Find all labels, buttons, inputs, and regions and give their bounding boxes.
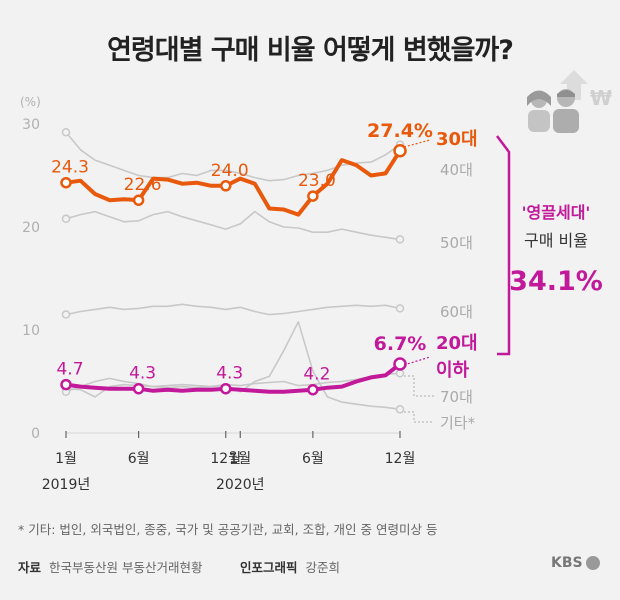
series-line-70대 [65,372,401,398]
x-tick-label: 1월 [55,451,77,467]
series-line-20대-이하 [65,362,402,394]
data-point-20대-이하 [393,357,407,371]
data-point-30대 [393,144,407,158]
year-label: 2019년 [42,477,91,493]
data-label: 27.4% [367,120,433,142]
leader-line [404,375,434,397]
x-tick-label: 6월 [302,451,324,467]
data-label: 24.3 [51,158,89,178]
footnote: * 기타: 법인, 외국법인, 종중, 국가 및 공공기관, 교회, 조합, 개… [18,522,438,537]
series-line-40대 [65,131,401,182]
leader-line [404,411,434,423]
x-tick-label: 1월 [229,451,251,467]
data-point-기타 [395,405,405,414]
data-point-50대 [395,235,405,244]
leader-line [403,356,431,366]
data-label: 4.3 [129,364,156,384]
data-point-20대-이하 [307,383,319,396]
leader-line [403,139,431,148]
credit-label: 인포그래픽 [240,560,298,575]
data-point-70대 [395,369,405,378]
data-label: 4.2 [303,365,330,385]
y-axis-unit-label: (%) [20,95,41,109]
data-point-30대 [132,194,145,206]
callout-value: 34.1% [509,266,603,297]
data-point-20대-이하 [132,382,145,395]
data-point-20대-이하 [60,378,72,391]
source: 자료 한국부동산원 부동산거래현황 [18,557,203,576]
logo-text: KBS [551,555,583,571]
series-line-50대 [65,210,401,241]
credit-text: 강준희 [305,560,341,575]
series-line-60대 [65,303,401,316]
data-point-40대 [61,127,71,137]
y-tick-label: 0 [31,426,40,442]
y-tick-label: 20 [22,220,40,236]
credit: 인포그래픽 강준희 [240,557,340,576]
chart-title: 연령대별 구매 비율 어떻게 변했을까? [107,35,514,66]
data-label: 4.3 [216,364,243,384]
people-icon [527,89,579,133]
x-tick-label: 12월 [385,451,416,467]
series-line-30대 [65,149,402,217]
data-point-60대 [395,304,405,313]
series-end-label: 70대 [440,388,473,406]
data-label: 24.0 [211,161,249,181]
series-end-label: 기타* [440,414,476,432]
series-end-label: 60대 [440,303,473,321]
data-label: 6.7% [374,333,427,355]
y-tick-label: 10 [22,323,40,339]
data-label: 22.6 [124,175,162,195]
data-point-30대 [307,190,319,202]
kbs-logo: KBS [551,555,600,571]
source-text: 한국부동산원 부동산거래현황 [49,560,203,575]
x-tick-label: 6월 [128,451,150,467]
callout-subtitle: 구매 비율 [524,231,588,250]
data-point-50대 [61,214,71,224]
source-label: 자료 [18,560,42,575]
series-end-label: 20대 [436,333,478,354]
logo-dot-icon [585,556,600,570]
callout-bracket [496,135,511,356]
year-label: 2020년 [216,477,265,493]
data-point-20대-이하 [219,382,232,395]
data-point-60대 [61,310,71,319]
series-end-label: 50대 [440,234,473,252]
callout-title: '영끌세대' [522,203,591,222]
series-end-label: 40대 [440,161,473,179]
data-label: 23.0 [298,171,336,191]
x-tick-label: 12월 [210,451,241,467]
data-label: 4.7 [56,360,83,380]
svg-text:₩: ₩ [590,86,612,110]
series-end-label: 이하 [436,360,470,381]
y-tick-label: 30 [22,117,40,133]
data-point-30대 [219,180,232,192]
series-end-label: 30대 [436,129,478,150]
data-point-30대 [60,176,72,189]
